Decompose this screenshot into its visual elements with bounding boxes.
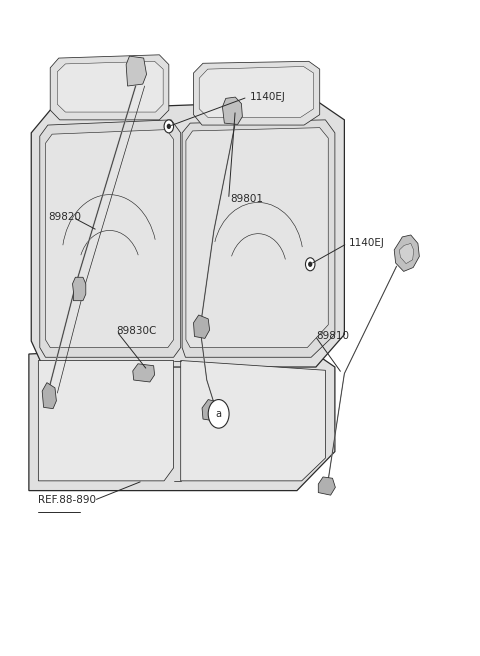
- Polygon shape: [29, 341, 335, 491]
- Text: 1140EJ: 1140EJ: [349, 238, 385, 249]
- Polygon shape: [186, 128, 328, 348]
- Circle shape: [208, 400, 229, 428]
- Polygon shape: [199, 66, 313, 117]
- Text: 89830C: 89830C: [117, 326, 157, 337]
- Text: 89820: 89820: [48, 213, 81, 222]
- Polygon shape: [399, 243, 414, 264]
- Polygon shape: [31, 100, 344, 367]
- Polygon shape: [193, 315, 210, 338]
- Circle shape: [164, 120, 174, 133]
- Circle shape: [168, 125, 170, 129]
- Polygon shape: [202, 400, 220, 421]
- Text: 1140EJ: 1140EJ: [250, 92, 286, 102]
- Text: 89801: 89801: [230, 194, 264, 204]
- Polygon shape: [133, 364, 155, 382]
- Text: 89810: 89810: [316, 331, 349, 341]
- Polygon shape: [42, 382, 56, 409]
- Polygon shape: [126, 56, 146, 86]
- Polygon shape: [182, 120, 335, 358]
- Circle shape: [305, 258, 315, 271]
- Text: a: a: [216, 409, 222, 419]
- Polygon shape: [394, 235, 420, 272]
- Text: REF.88-890: REF.88-890: [38, 495, 96, 505]
- Polygon shape: [57, 61, 163, 112]
- Polygon shape: [180, 361, 325, 481]
- Polygon shape: [72, 277, 86, 300]
- Polygon shape: [193, 61, 320, 125]
- Circle shape: [309, 262, 312, 266]
- Polygon shape: [318, 477, 336, 495]
- Polygon shape: [38, 361, 174, 481]
- Polygon shape: [46, 130, 174, 348]
- Polygon shape: [40, 120, 180, 358]
- Polygon shape: [50, 55, 169, 120]
- Polygon shape: [222, 97, 242, 125]
